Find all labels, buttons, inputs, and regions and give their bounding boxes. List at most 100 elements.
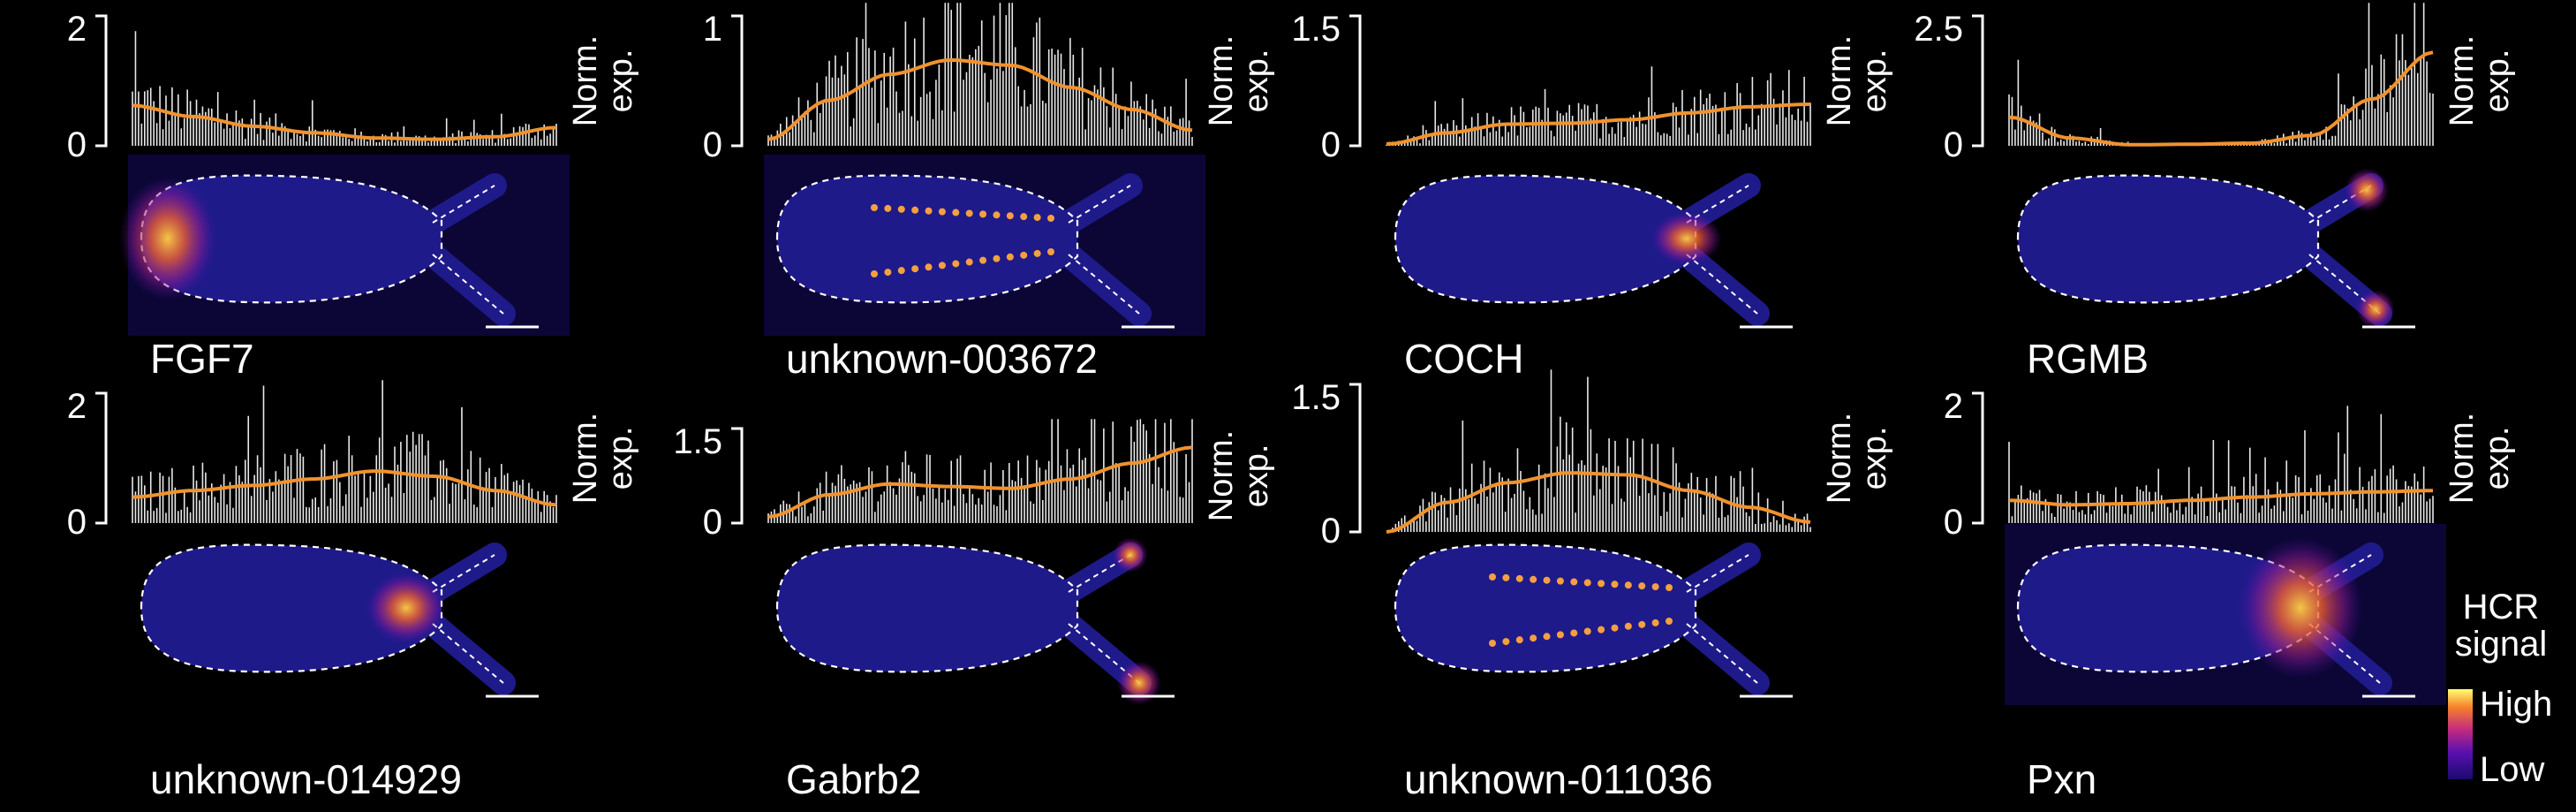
expression-bars: [132, 380, 557, 523]
signal-dot: [871, 204, 878, 211]
signal-dot: [1530, 575, 1537, 583]
y-tick-max: 2.5: [1914, 10, 1963, 49]
hcr-image: [1394, 173, 1793, 329]
body-outline: [1394, 543, 1697, 673]
legend-low-label: Low: [2480, 750, 2544, 789]
y-axis-title-line2: exp.: [602, 49, 639, 113]
legend-colorbar: [2448, 689, 2473, 779]
signal-hotspot: [366, 573, 446, 643]
tentacle: [1674, 611, 1770, 695]
y-axis: [1349, 14, 1362, 148]
signal-dot: [884, 204, 892, 212]
gene-label: RGMB: [2027, 336, 2149, 382]
y-axis-title-line1: Norm.: [2444, 35, 2481, 126]
y-axis: [95, 14, 108, 148]
signal-dot: [1502, 573, 1510, 581]
hcr-image: [140, 543, 539, 698]
trend-line: [767, 445, 1193, 519]
signal-hotspot: [1651, 212, 1722, 265]
signal-dot: [897, 267, 905, 275]
body-outline: [775, 174, 1079, 304]
expression-bars: [132, 31, 557, 146]
expression-bars: [767, 3, 1193, 146]
signal-dot: [1020, 251, 1028, 259]
signal-hotspot: [2239, 537, 2362, 679]
signal-dot: [884, 269, 892, 277]
tentacle: [420, 611, 516, 695]
signal-dot: [1047, 215, 1054, 222]
y-axis-title-line2: exp.: [2479, 49, 2516, 113]
signal-dot: [925, 207, 933, 215]
expression-bars: [2008, 3, 2434, 146]
signal-dot: [1666, 584, 1673, 591]
legend-title-line1: HCR: [2463, 588, 2540, 626]
y-tick-max: 2: [67, 10, 87, 49]
signal-hotspot: [2345, 168, 2389, 212]
y-axis-title-line1: Norm.: [567, 35, 604, 126]
tentacle-outline: [1068, 185, 1131, 224]
signal-dot: [1020, 213, 1028, 221]
signal-dot: [1556, 631, 1564, 639]
tentacle: [1056, 242, 1152, 326]
trend-line: [767, 57, 1193, 141]
y-axis-title: Norm.exp.: [1821, 35, 1893, 126]
y-tick-zero: 0: [1944, 503, 1963, 542]
signal-dot: [965, 258, 973, 266]
panel-2: 1 0 Norm.exp. unknown-003672: [703, 3, 1275, 382]
y-axis-title: Norm.exp.: [2444, 413, 2516, 504]
tentacle-outline: [432, 185, 495, 224]
y-axis: [95, 391, 108, 525]
legend-title-line2: signal: [2455, 625, 2548, 664]
signal-dot: [1006, 212, 1014, 220]
tentacle: [1674, 242, 1770, 326]
signal-hotspot: [119, 177, 216, 300]
y-axis: [1972, 391, 1984, 525]
y-axis-title-line2: exp.: [2479, 427, 2516, 490]
signal-dot: [1611, 624, 1619, 632]
signal-dot: [1624, 581, 1632, 589]
hcr-image: [775, 537, 1175, 705]
panels: 20Norm.exp.FGF710Norm.exp.unknown-003672…: [67, 3, 2516, 802]
signal-dot: [1638, 620, 1646, 628]
hcr-image: [1394, 543, 1793, 698]
gene-label: unknown-011036: [1404, 756, 1713, 802]
y-tick-zero: 0: [703, 125, 722, 164]
body: [777, 544, 1077, 672]
y-axis: [1349, 383, 1362, 534]
y-tick-zero: 0: [67, 503, 87, 542]
signal-dot: [871, 270, 878, 277]
body: [141, 544, 442, 672]
signal-dot: [925, 263, 933, 271]
expression-bars: [767, 419, 1193, 523]
signal-dot: [1556, 577, 1564, 585]
signal-dot: [1033, 249, 1041, 257]
trend-line: [1386, 102, 1811, 146]
signal-dot: [1515, 574, 1523, 582]
signal-dot: [1502, 638, 1510, 646]
trend-line: [1386, 471, 1811, 534]
y-axis: [1972, 14, 1984, 148]
gene-label: Gabrb2: [786, 756, 921, 802]
signal-dot: [1033, 214, 1041, 222]
body-outline: [140, 174, 443, 304]
y-axis-title-line2: exp.: [1856, 427, 1893, 490]
trend-line: [132, 103, 557, 141]
trend-line: [2008, 489, 2433, 507]
body: [2018, 544, 2318, 672]
signal-dot: [1583, 579, 1591, 587]
y-axis: [731, 14, 744, 148]
tentacle: [420, 242, 516, 326]
gene-label: Pxn: [2027, 756, 2096, 802]
y-tick-max: 1.5: [673, 422, 722, 461]
signal-dot: [1598, 626, 1605, 634]
y-axis-title-line1: Norm.: [1203, 430, 1240, 521]
signal-dot: [1583, 627, 1591, 635]
gene-label: unknown-003672: [786, 336, 1098, 382]
hcr-image: [119, 155, 570, 336]
y-axis-title-line1: Norm.: [2444, 413, 2481, 504]
signal-dot: [1047, 248, 1054, 255]
hcr-legend: HCR signal High Low: [2448, 588, 2552, 789]
panel-5: 2 0 Norm.exp. unknown-014929: [67, 380, 639, 802]
body-outline: [2016, 174, 2320, 304]
